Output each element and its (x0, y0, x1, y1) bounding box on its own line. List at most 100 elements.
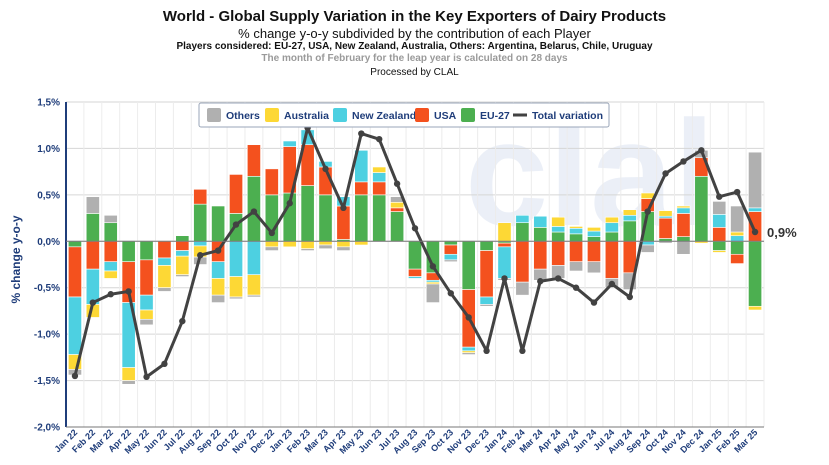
bar-australia (640, 192, 655, 199)
bar-australia (748, 305, 762, 311)
bar-usa (175, 240, 190, 251)
total-variation-point (161, 360, 168, 368)
bar-others (730, 205, 745, 233)
total-variation-point (340, 204, 347, 212)
y-tick-label: -0,5% (34, 283, 60, 294)
bar-new-zealand (229, 240, 243, 277)
bar-eu-27 (193, 203, 208, 242)
bar-new-zealand (68, 296, 82, 355)
total-variation-point (197, 252, 204, 259)
bar-usa (139, 259, 154, 296)
bar-new-zealand (443, 253, 458, 261)
bar-others (247, 294, 261, 298)
stacked-bars (68, 129, 762, 385)
bar-new-zealand (247, 240, 261, 276)
total-variation-point (519, 347, 526, 355)
bar-new-zealand (461, 346, 476, 352)
bar-others (336, 246, 351, 251)
bar-others (175, 274, 190, 277)
bar-australia (372, 166, 387, 173)
total-variation-point (214, 247, 222, 254)
bar-eu-27 (300, 185, 315, 242)
bar-eu-27 (139, 240, 154, 261)
bar-new-zealand (175, 250, 190, 257)
bar-others (264, 246, 279, 251)
bar-others (300, 248, 315, 251)
legend-label-new-zealand: New Zealand (352, 110, 416, 122)
bar-australia (121, 367, 136, 381)
total-variation-point (751, 228, 759, 236)
bar-australia (730, 231, 745, 237)
bar-others (515, 281, 530, 296)
bar-others (318, 244, 333, 250)
bar-australia (264, 240, 279, 248)
total-variation-point (447, 290, 454, 297)
bar-usa (712, 227, 727, 242)
bar-usa (604, 240, 619, 279)
y-tick-label: 0,0% (37, 237, 60, 248)
bar-new-zealand (622, 214, 637, 222)
bar-others (712, 201, 727, 215)
bar-australia (318, 240, 333, 246)
chart-legend: Others Australia New Zealand USA EU-27 Total … (198, 102, 610, 128)
legend-swatch-new-zealand (333, 108, 347, 122)
bar-new-zealand (551, 226, 566, 233)
bar-new-zealand (604, 222, 619, 233)
total-variation-point (107, 291, 114, 298)
bar-new-zealand (730, 235, 745, 242)
bar-new-zealand (569, 227, 583, 235)
total-variation-point (179, 317, 186, 325)
total-variation-point (232, 221, 240, 228)
bar-others (443, 259, 458, 263)
total-variation-point (143, 373, 150, 381)
bar-australia (390, 201, 405, 209)
bar-eu-27 (85, 213, 100, 242)
bar-usa (515, 240, 530, 283)
bar-usa (569, 240, 583, 263)
bar-others (479, 304, 494, 307)
bar-eu-27 (318, 194, 333, 242)
bar-eu-27 (551, 231, 566, 242)
bar-usa (748, 211, 762, 242)
chart-title: World - Global Supply Variation in the K… (162, 8, 667, 25)
bar-usa (497, 242, 512, 248)
legend-swatch-others (207, 108, 221, 122)
bar-others (229, 296, 243, 300)
bar-australia (282, 240, 297, 248)
total-variation-point (125, 288, 132, 295)
total-variation-point (698, 147, 705, 154)
y-tick-label: 0,5% (37, 190, 60, 201)
y-tick-label: 1,5% (37, 98, 60, 109)
bar-usa (587, 240, 601, 263)
bar-usa (68, 246, 82, 298)
legend-swatch-australia (265, 108, 279, 122)
bar-new-zealand (193, 240, 208, 247)
bar-others (640, 244, 655, 253)
total-variation-point (89, 299, 97, 306)
total-variation-point (733, 188, 741, 196)
bar-usa (730, 253, 745, 264)
bar-usa (533, 240, 548, 270)
bar-australia (103, 270, 118, 279)
bar-eu-27 (390, 211, 405, 242)
bar-eu-27 (748, 240, 762, 307)
bar-eu-27 (622, 220, 637, 242)
y-tick-label: -1,0% (34, 330, 60, 341)
bar-eu-27 (372, 194, 387, 242)
total-variation-point (411, 225, 419, 232)
bar-eu-27 (461, 240, 476, 290)
bar-new-zealand (211, 261, 226, 279)
total-variation-point (268, 229, 276, 237)
chart-subtitle: % change y-o-y subdivided by the contrib… (238, 26, 591, 41)
legend-label-total-variation: Total variation (532, 110, 603, 122)
bar-usa (372, 181, 387, 196)
y-tick-label: 1,0% (37, 144, 60, 155)
legend-box (198, 102, 610, 128)
bar-eu-27 (211, 205, 226, 242)
bar-others (121, 380, 136, 385)
bar-australia (229, 276, 243, 298)
total-variation-point (554, 275, 562, 282)
total-variation-point (250, 208, 258, 215)
bar-usa (354, 181, 369, 196)
total-variation-point (71, 372, 79, 380)
